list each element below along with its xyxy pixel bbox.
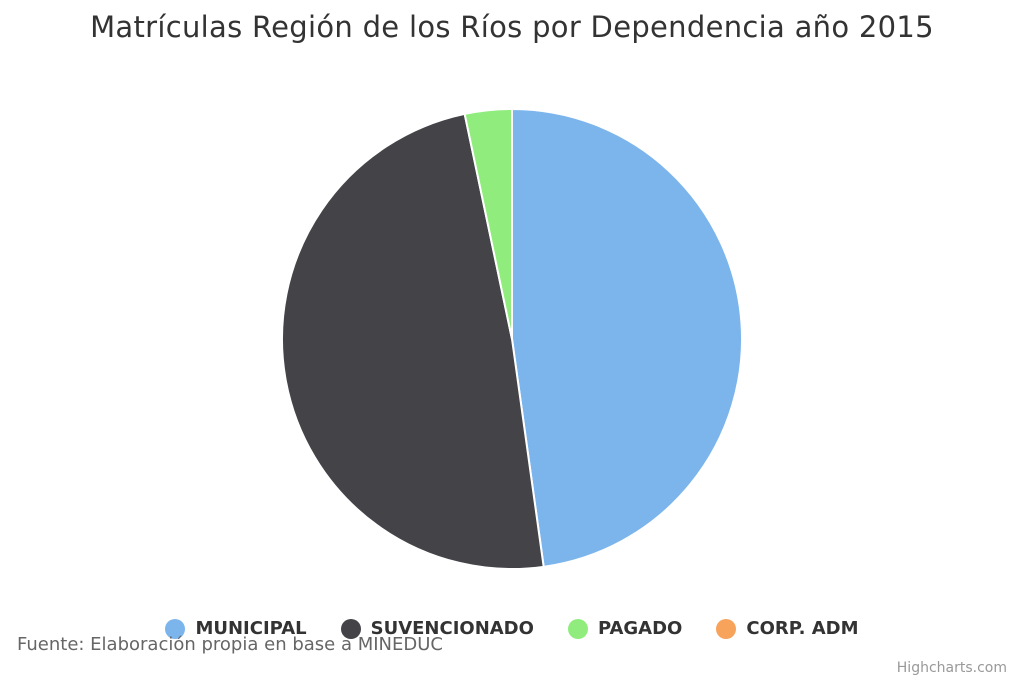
legend-label: MUNICIPAL (195, 618, 307, 639)
legend-label: SUVENCIONADO (370, 618, 534, 639)
pie-slice-pagado[interactable] (463, 108, 513, 340)
legend-label: CORP. ADM (746, 618, 859, 639)
credits-link[interactable]: Highcharts.com (896, 660, 1007, 676)
legend-label: PAGADO (597, 618, 683, 639)
pie-slice-suvencionado[interactable] (281, 112, 545, 570)
legend-item-pagado[interactable]: PAGADO (567, 618, 683, 639)
legend-item-municipal[interactable]: MUNICIPAL (165, 618, 307, 639)
legend-marker-icon (567, 618, 588, 639)
pie-slice-municipal[interactable] (511, 108, 744, 568)
legend-marker-icon (165, 618, 186, 639)
legend-marker-icon (340, 618, 361, 639)
legend-item-corp-adm[interactable]: CORP. ADM (716, 618, 859, 639)
legend-marker-icon (716, 618, 737, 639)
source-note: Fuente: Elaboración propia en base a MIN… (17, 634, 443, 655)
chart-title: Matrículas Región de los Ríos por Depend… (90, 10, 934, 44)
legend-item-suvencionado[interactable]: SUVENCIONADO (340, 618, 534, 639)
chart-legend: MUNICIPAL SUVENCIONADO PAGADO CORP. ADM (0, 618, 1024, 639)
